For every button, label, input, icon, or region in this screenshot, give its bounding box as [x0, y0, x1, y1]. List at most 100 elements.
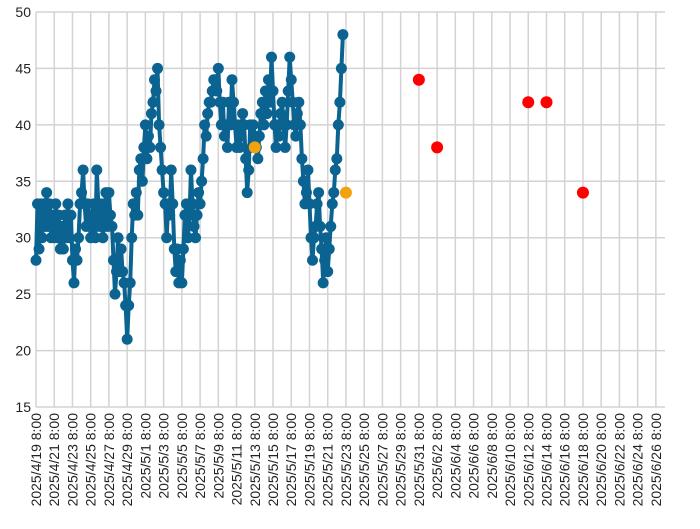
- data-point: [77, 164, 89, 176]
- data-point: [282, 85, 294, 97]
- x-tick-label: 2025/6/4 8:00: [447, 413, 463, 499]
- data-point: [76, 187, 88, 199]
- y-tick-label: 20: [15, 343, 31, 359]
- data-point: [311, 198, 323, 210]
- data-point: [41, 187, 53, 199]
- x-tick-label: 2025/5/11 8:00: [229, 413, 245, 506]
- data-point: [313, 187, 325, 199]
- data-point: [165, 164, 177, 176]
- x-tick-label: 2025/6/22 8:00: [611, 413, 627, 507]
- data-point: [106, 220, 118, 232]
- data-point: [296, 153, 308, 165]
- data-point: [188, 220, 200, 232]
- data-point: [94, 220, 106, 232]
- highlight-point-red: [412, 73, 425, 86]
- data-point: [136, 175, 148, 187]
- data-point: [126, 232, 138, 244]
- data-point: [320, 232, 332, 244]
- data-point: [276, 96, 288, 108]
- data-point: [262, 74, 274, 86]
- data-point: [30, 254, 42, 266]
- data-point: [323, 243, 335, 255]
- data-point: [139, 119, 151, 131]
- y-tick-label: 45: [15, 60, 31, 76]
- data-point: [191, 209, 203, 221]
- data-point: [261, 108, 273, 120]
- data-point: [183, 209, 195, 221]
- data-point: [300, 187, 312, 199]
- data-point: [145, 108, 157, 120]
- data-point: [258, 119, 270, 131]
- data-point: [319, 254, 331, 266]
- data-point: [218, 130, 230, 142]
- x-tick-label: 2025/6/20 8:00: [593, 413, 609, 507]
- data-point: [326, 198, 338, 210]
- data-point: [51, 232, 63, 244]
- data-point: [211, 85, 223, 97]
- highlight-point-red: [576, 186, 589, 199]
- y-axis: 15 20 25 30 35 40 45 50: [15, 4, 31, 415]
- data-point: [197, 153, 209, 165]
- data-point: [308, 232, 320, 244]
- data-point: [130, 187, 142, 199]
- x-tick-label: 2025/5/9 8:00: [210, 413, 226, 499]
- x-tick-label: 2025/6/24 8:00: [630, 413, 646, 507]
- data-point: [170, 266, 182, 278]
- x-tick-label: 2025/4/21 8:00: [46, 413, 62, 507]
- data-point: [294, 119, 306, 131]
- data-point: [194, 198, 206, 210]
- data-point: [156, 164, 168, 176]
- data-point: [307, 254, 319, 266]
- x-tick-label: 2025/5/3 8:00: [156, 413, 172, 499]
- series-layer: [30, 29, 349, 345]
- data-point: [285, 74, 297, 86]
- data-point: [314, 220, 326, 232]
- data-point: [115, 243, 127, 255]
- data-point: [103, 187, 115, 199]
- data-point: [332, 119, 344, 131]
- data-point: [121, 333, 133, 345]
- data-point: [190, 232, 202, 244]
- data-point: [240, 153, 252, 165]
- data-point: [226, 74, 238, 86]
- data-point: [177, 243, 189, 255]
- data-point: [123, 299, 135, 311]
- x-tick-label: 2025/5/15 8:00: [265, 413, 281, 507]
- data-point: [164, 209, 176, 221]
- data-point: [279, 141, 291, 153]
- data-point: [337, 29, 349, 41]
- highlight-layer: [248, 73, 589, 199]
- x-axis: 2025/4/19 8:00 2025/4/21 8:00 2025/4/23 8:…: [28, 413, 664, 507]
- data-point: [176, 277, 188, 289]
- data-point: [109, 288, 121, 300]
- data-point: [142, 130, 154, 142]
- data-point: [303, 198, 315, 210]
- data-point: [36, 232, 48, 244]
- data-point: [235, 130, 247, 142]
- data-point: [186, 198, 198, 210]
- x-tick-label: 2025/6/2 8:00: [429, 413, 445, 499]
- x-tick-label: 2025/5/17 8:00: [283, 413, 299, 507]
- data-point: [199, 119, 211, 131]
- data-point: [70, 243, 82, 255]
- data-point: [158, 187, 170, 199]
- data-point: [256, 96, 268, 108]
- data-point: [243, 164, 255, 176]
- data-point: [205, 96, 217, 108]
- x-tick-label: 2025/6/10 8:00: [502, 413, 518, 507]
- data-point: [270, 141, 282, 153]
- x-tick-label: 2025/4/25 8:00: [83, 413, 99, 507]
- data-point: [50, 198, 62, 210]
- data-point: [237, 108, 249, 120]
- data-point: [127, 198, 139, 210]
- data-point: [104, 209, 116, 221]
- y-tick-label: 25: [15, 286, 31, 302]
- data-point: [241, 187, 253, 199]
- x-tick-label: 2025/5/5 8:00: [174, 413, 190, 499]
- data-point: [95, 198, 107, 210]
- data-point: [302, 164, 314, 176]
- data-point: [334, 96, 346, 108]
- data-point: [63, 232, 75, 244]
- x-tick-label: 2025/6/12 8:00: [520, 413, 536, 507]
